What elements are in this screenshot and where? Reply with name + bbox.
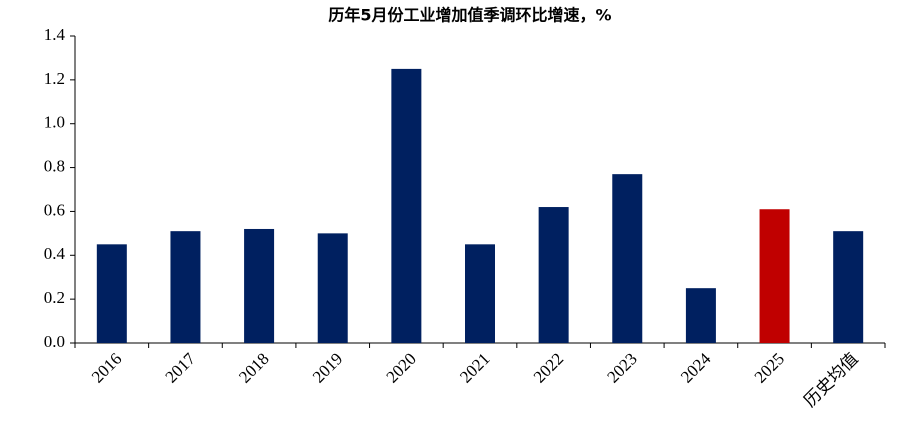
x-tick-label: 2024 (677, 349, 715, 387)
y-tick-label: 0.6 (44, 200, 65, 219)
bar (465, 244, 495, 343)
y-tick-label: 0.4 (44, 244, 66, 263)
bar (317, 233, 348, 343)
bar (96, 244, 127, 343)
x-tick-label: 2023 (603, 349, 640, 386)
x-tick-label: 2021 (456, 349, 493, 386)
y-tick-label: 0.2 (44, 288, 65, 307)
bar (538, 207, 569, 343)
y-tick-label: 1.2 (44, 69, 65, 88)
bar (170, 231, 201, 343)
bar (244, 228, 275, 343)
chart-title: 历年5月份工业增加值季调环比增速，% (328, 6, 611, 25)
x-tick-label: 2016 (88, 349, 125, 386)
x-tick-label: 2025 (751, 349, 788, 386)
bar (759, 209, 790, 343)
x-tick-label: 2022 (530, 349, 567, 386)
y-tick-label: 1.0 (44, 113, 65, 132)
y-tick-label: 1.4 (44, 25, 66, 44)
x-tick-label: 2020 (382, 349, 419, 386)
bar (833, 231, 864, 343)
x-tick-label: 2017 (162, 349, 200, 387)
y-tick-label: 0.0 (44, 332, 65, 351)
bar (612, 174, 643, 343)
y-tick-label: 0.8 (44, 156, 65, 175)
x-tick-label: 2018 (235, 349, 272, 386)
bar (391, 68, 422, 344)
x-tick-label: 历史均值 (800, 349, 862, 411)
x-tick-label: 2019 (309, 349, 346, 386)
bar (685, 288, 716, 343)
